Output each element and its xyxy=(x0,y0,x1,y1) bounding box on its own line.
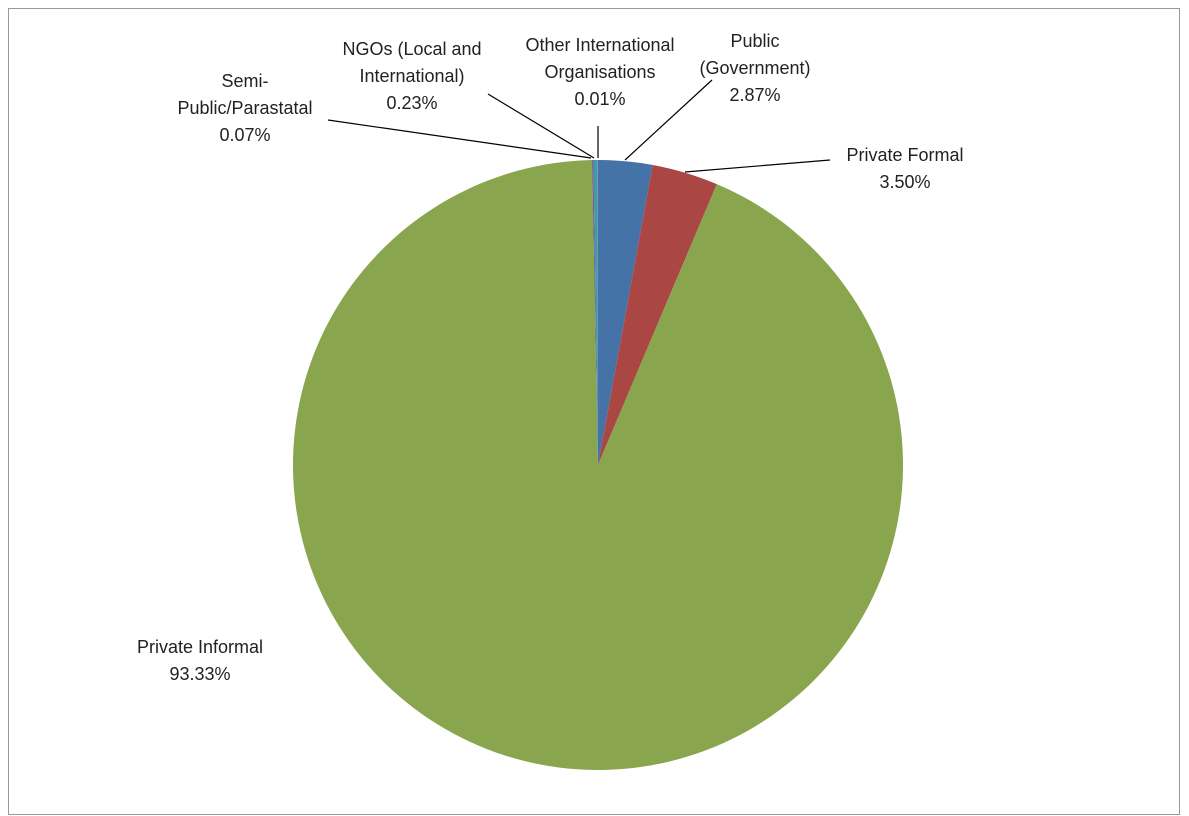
data-label: NGOs (Local and International) 0.23% xyxy=(327,36,497,117)
pie-slice xyxy=(598,160,653,465)
value-label: 0.07% xyxy=(219,125,271,145)
pie-slice xyxy=(592,160,598,465)
leader-line xyxy=(327,119,592,159)
value-label: 3.50% xyxy=(879,172,931,192)
chart-border xyxy=(8,8,1180,815)
pie-slice xyxy=(593,160,598,465)
value-label: 0.01% xyxy=(574,89,626,109)
data-label: Public (Government) 2.87% xyxy=(685,28,825,109)
category-label: Private Formal xyxy=(846,145,964,165)
category-label: Private Informal xyxy=(136,637,264,657)
category-label: Public (Government) xyxy=(699,31,811,78)
category-label: NGOs (Local and International) xyxy=(342,39,482,86)
value-label: 93.33% xyxy=(169,664,231,684)
data-label: Semi-Public/Parastatal 0.07% xyxy=(160,68,330,149)
leader-line xyxy=(684,159,831,173)
category-label: Other International Organisations xyxy=(525,35,675,82)
data-label: Private Informal 93.33% xyxy=(90,634,310,688)
data-label: Other International Organisations 0.01% xyxy=(500,32,700,113)
leader-lines xyxy=(327,79,831,173)
leader-line xyxy=(624,79,713,161)
category-label: Semi-Public/Parastatal xyxy=(177,71,313,118)
pie-slice xyxy=(598,164,717,465)
pie-slice xyxy=(293,160,904,770)
leader-line xyxy=(487,93,595,159)
value-label: 2.87% xyxy=(729,85,781,105)
data-label: Private Formal 3.50% xyxy=(805,142,1005,196)
value-label: 0.23% xyxy=(386,93,438,113)
